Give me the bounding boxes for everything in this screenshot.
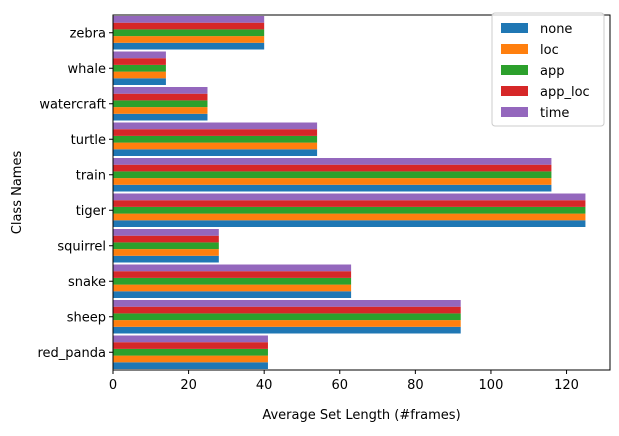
bar-tiger-app_loc: [113, 200, 586, 207]
legend-swatch-app: [501, 65, 528, 75]
legend-label-time: time: [540, 106, 569, 121]
y-tick-label: watercraft: [39, 97, 106, 112]
y-tick-label: squirrel: [57, 239, 106, 254]
bar-snake-time: [113, 264, 352, 272]
bar-watercraft-loc: [113, 107, 208, 114]
x-tick-label: 80: [407, 378, 424, 393]
y-tick-label: snake: [68, 275, 106, 290]
bar-train-loc: [113, 178, 552, 185]
x-axis: 0 20 40 60 80 100 120: [109, 370, 579, 393]
x-tick-label: 40: [256, 378, 273, 393]
bar-whale-time: [113, 51, 166, 59]
bar-train-app_loc: [113, 164, 552, 172]
legend-box: [491, 12, 605, 127]
bar-turtle-app: [113, 135, 318, 143]
y-tick-label: zebra: [70, 26, 106, 41]
bar-red_panda-time: [113, 335, 268, 343]
bar-snake-app_loc: [113, 271, 352, 278]
y-tick-label: turtle: [71, 133, 106, 148]
bar-watercraft-app_loc: [113, 93, 208, 101]
bar-squirrel-time: [113, 229, 219, 236]
legend-swatch-loc: [501, 44, 528, 54]
y-axis: red_panda sheep snake squirrel tiger train tur…: [38, 26, 113, 361]
y-tick-label: red_panda: [38, 346, 107, 361]
bar-squirrel-loc: [113, 249, 219, 256]
bar-whale-app_loc: [113, 58, 166, 65]
bar-tiger-time: [113, 193, 586, 201]
bar-red_panda-app: [113, 348, 268, 356]
bar-tiger-none: [113, 220, 586, 227]
bar-turtle-time: [113, 122, 318, 130]
bar-turtle-none: [113, 149, 318, 156]
legend-label-loc: loc: [540, 43, 559, 58]
bar-red_panda-loc: [113, 355, 268, 363]
bar-snake-none: [113, 291, 352, 298]
y-tick-label: train: [76, 168, 106, 183]
bar-watercraft-none: [113, 113, 208, 121]
bar-snake-app: [113, 277, 352, 285]
y-axis-label: Class Names: [10, 151, 25, 235]
bar-train-none: [113, 184, 552, 192]
bar-zebra-loc: [113, 36, 265, 43]
bar-sheep-app: [113, 313, 461, 321]
bar-zebra-app_loc: [113, 22, 265, 30]
legend-label-none: none: [540, 22, 572, 37]
legend-label-app: app: [540, 64, 564, 79]
legend-swatch-time: [501, 107, 528, 117]
bar-tiger-loc: [113, 213, 586, 221]
bar-train-app: [113, 171, 552, 179]
bar-zebra-app: [113, 29, 265, 37]
bar-zebra-time: [113, 16, 265, 23]
plot-frame: [112, 14, 611, 371]
bar-red_panda-none: [113, 362, 268, 369]
bar-red_panda-app_loc: [113, 342, 268, 349]
x-tick-label: 20: [180, 378, 197, 393]
bar-tiger-app: [113, 206, 586, 214]
x-tick-label: 100: [479, 378, 504, 393]
bar-train-time: [113, 158, 552, 165]
bars-layer: [113, 16, 586, 369]
bar-watercraft-app: [113, 100, 208, 108]
legend-swatch-app_loc: [501, 86, 528, 96]
bar-sheep-time: [113, 300, 461, 307]
bar-squirrel-app_loc: [113, 235, 219, 243]
bar-sheep-loc: [113, 320, 461, 327]
bar-squirrel-none: [113, 255, 219, 263]
bar-zebra-none: [113, 42, 265, 50]
bar-squirrel-app: [113, 242, 219, 250]
x-axis-label: Average Set Length (#frames): [262, 408, 460, 423]
y-tick-label: sheep: [67, 310, 106, 325]
y-tick-label: whale: [68, 62, 106, 77]
x-tick-label: 0: [109, 378, 117, 393]
bar-watercraft-time: [113, 87, 208, 94]
bar-whale-none: [113, 78, 166, 85]
bar-turtle-app_loc: [113, 129, 318, 136]
x-tick-label: 120: [554, 378, 579, 393]
bar-snake-loc: [113, 284, 352, 292]
bar-whale-loc: [113, 71, 166, 79]
y-tick-label: tiger: [76, 204, 107, 219]
bar-whale-app: [113, 64, 166, 72]
legend-label-app_loc: app_loc: [540, 85, 590, 100]
x-tick-label: 60: [331, 378, 348, 393]
bar-sheep-app_loc: [113, 306, 461, 314]
legend-swatch-none: [501, 23, 528, 33]
bar-turtle-loc: [113, 142, 318, 150]
bar-sheep-none: [113, 326, 461, 334]
